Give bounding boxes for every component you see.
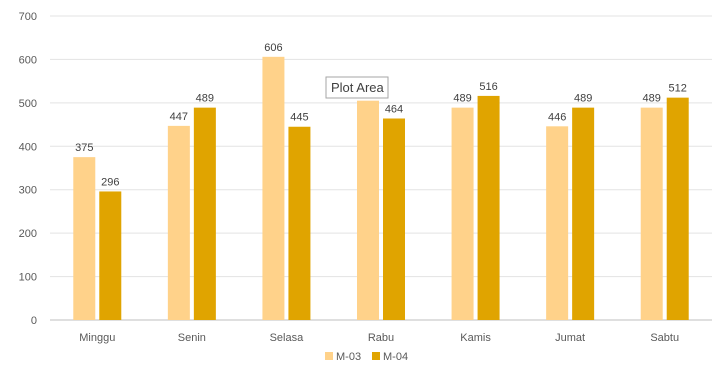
data-label: 296 — [101, 176, 119, 188]
x-axis: Minggu Senin Selasa Rabu Kamis Jumat Sabtu — [79, 332, 679, 344]
data-label: 489 — [643, 93, 661, 105]
y-tick-label: 0 — [31, 315, 37, 327]
y-tick-label: 200 — [19, 228, 37, 240]
bar — [666, 97, 689, 320]
x-tick-label: Kamis — [460, 332, 491, 344]
x-tick-label: Jumat — [555, 332, 585, 344]
y-tick-label: 100 — [19, 272, 37, 284]
tooltip-box — [325, 76, 389, 99]
bar — [357, 100, 379, 320]
x-tick-label: Rabu — [368, 332, 394, 344]
gridlines — [50, 15, 712, 321]
bar — [572, 107, 595, 321]
bars — [73, 56, 689, 321]
tooltip-text: Plot Area — [331, 80, 385, 95]
data-label: 447 — [170, 111, 188, 123]
bar — [383, 118, 405, 321]
data-label: 512 — [669, 83, 687, 95]
y-axis: 0 100 200 300 400 500 600 700 — [19, 11, 37, 327]
y-tick-label: 400 — [19, 141, 37, 153]
bar — [546, 126, 569, 321]
data-label: 464 — [385, 103, 403, 115]
data-label: 375 — [75, 142, 93, 154]
plot-area-tooltip: Plot Area — [325, 76, 389, 99]
data-label: 606 — [264, 42, 282, 54]
x-tick-label: Minggu — [79, 332, 115, 344]
bar — [262, 56, 285, 321]
bar — [167, 125, 190, 320]
data-label: 489 — [574, 93, 592, 105]
data-label: 516 — [479, 81, 497, 93]
x-tick-label: Selasa — [270, 332, 305, 344]
data-labels: 375 296 447 489 606 445 464 489 516 446 489 489 512 — [75, 42, 687, 189]
y-tick-label: 300 — [19, 185, 37, 197]
data-label: 446 — [548, 111, 566, 123]
bar — [640, 107, 663, 321]
bar — [193, 107, 216, 321]
bar — [288, 126, 311, 320]
legend-swatch — [325, 352, 333, 360]
data-label: 489 — [453, 93, 471, 105]
bar — [99, 191, 122, 320]
y-tick-label: 600 — [19, 54, 37, 66]
x-tick-label: Senin — [178, 332, 206, 344]
bar — [73, 157, 96, 320]
bar — [477, 95, 500, 320]
y-tick-label: 700 — [19, 11, 37, 23]
legend: M-03 M-04 — [325, 351, 408, 363]
legend-label: M-03 — [336, 351, 361, 363]
legend-swatch — [372, 352, 380, 360]
data-label: 489 — [196, 93, 214, 105]
y-tick-label: 500 — [19, 98, 37, 110]
legend-label: M-04 — [383, 351, 408, 363]
bar — [451, 107, 474, 321]
x-tick-label: Sabtu — [650, 332, 679, 344]
data-label: 445 — [290, 112, 308, 124]
